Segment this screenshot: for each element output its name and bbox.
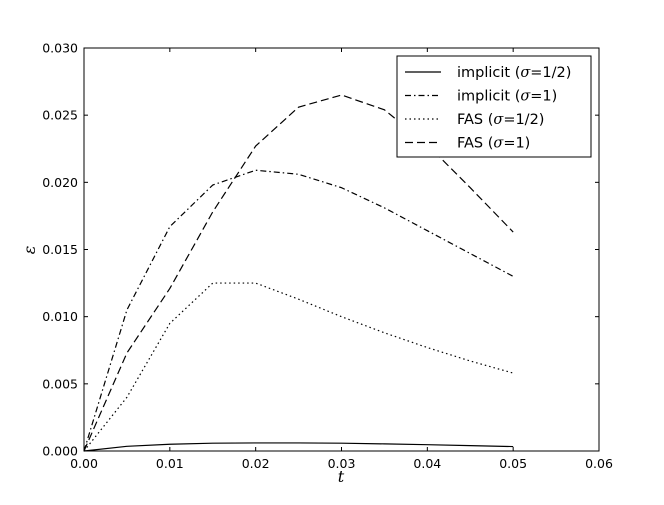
y-tick-label: 0.010: [42, 309, 78, 324]
axis-ticks: 0.00 0.01 0.02 0.03 0.04 0.05 0.06 0.000 0.005 0.…: [42, 41, 613, 472]
y-tick-label: 0.025: [42, 108, 78, 123]
y-tick-label: 0.020: [42, 175, 78, 190]
y-axis-label: ε: [20, 246, 39, 255]
series-line-dashed: [83, 94, 514, 452]
legend: implicit (σ=1/2) implicit (σ=1) FAS (σ=1/2…: [396, 55, 592, 158]
x-tick-label: 0.05: [499, 456, 527, 471]
legend-box: [396, 55, 592, 158]
series-line-dotted: [83, 282, 514, 452]
legend-label: FAS (σ=1/2): [457, 112, 544, 128]
legend-label: implicit (σ=1): [457, 89, 557, 105]
x-axis-label: t: [338, 467, 345, 486]
y-tick-label: 0.030: [42, 41, 78, 56]
x-tick-label: 0.00: [70, 456, 98, 471]
x-tick-label: 0.03: [328, 456, 356, 471]
x-tick-label: 0.06: [585, 456, 613, 471]
series-lines: [83, 94, 514, 452]
series-line-solid: [83, 442, 514, 452]
y-tick-label: 0.000: [42, 444, 78, 459]
legend-label: implicit (σ=1/2): [457, 65, 571, 81]
x-tick-label: 0.04: [413, 456, 441, 471]
plot-frame: [83, 47, 600, 452]
y-tick-label: 0.015: [42, 242, 78, 257]
y-tick-label: 0.005: [42, 376, 78, 391]
legend-label: FAS (σ=1): [457, 136, 530, 152]
x-tick-label: 0.01: [156, 456, 184, 471]
x-tick-label: 0.02: [242, 456, 270, 471]
